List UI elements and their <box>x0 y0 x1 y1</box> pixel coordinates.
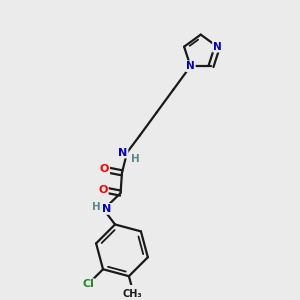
Text: O: O <box>100 164 109 174</box>
Text: H: H <box>130 154 139 164</box>
Text: N: N <box>213 42 222 52</box>
Text: N: N <box>118 148 128 158</box>
Text: H: H <box>92 202 100 212</box>
Text: O: O <box>98 185 108 195</box>
Text: N: N <box>186 61 195 71</box>
Text: CH₃: CH₃ <box>122 289 142 299</box>
Text: N: N <box>102 204 112 214</box>
Text: Cl: Cl <box>82 279 94 289</box>
